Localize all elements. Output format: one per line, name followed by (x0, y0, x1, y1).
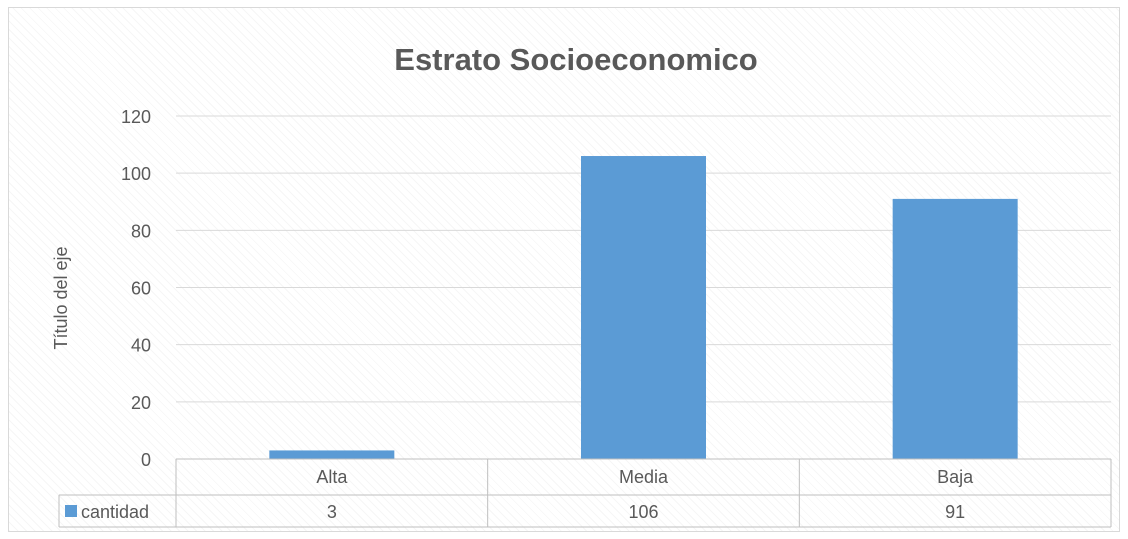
category-label: Media (619, 467, 669, 487)
category-label: Alta (316, 467, 348, 487)
y-axis-ticks: 0 20 40 60 80 100 120 (121, 107, 151, 470)
legend-key (65, 505, 77, 517)
bars (269, 156, 1018, 459)
y-tick-label: 40 (131, 336, 151, 356)
category-label: Baja (937, 467, 974, 487)
y-tick-label: 60 (131, 279, 151, 299)
chart-svg: Estrato Socioeconomico 0 20 40 60 80 100 120 T… (51, 42, 1112, 528)
bar-baja (892, 198, 1018, 459)
data-value-label: 106 (628, 502, 658, 522)
bar-media (581, 156, 706, 459)
bar-alta (269, 450, 395, 459)
data-value-label: 3 (327, 502, 337, 522)
y-axis-title: Título del eje (51, 246, 71, 349)
data-value-label: 91 (945, 502, 965, 522)
series-name: cantidad (81, 502, 149, 522)
y-tick-label: 100 (121, 164, 151, 184)
y-tick-label: 0 (141, 450, 151, 470)
y-tick-label: 80 (131, 221, 151, 241)
data-table: Alta 3 Media 106 Baja 91 cantidad (58, 458, 1112, 528)
chart-title: Estrato Socioeconomico (394, 42, 757, 77)
y-tick-label: 20 (131, 393, 151, 413)
chart-frame: Estrato Socioeconomico 0 20 40 60 80 100 120 T… (8, 7, 1120, 532)
y-tick-label: 120 (121, 107, 151, 127)
